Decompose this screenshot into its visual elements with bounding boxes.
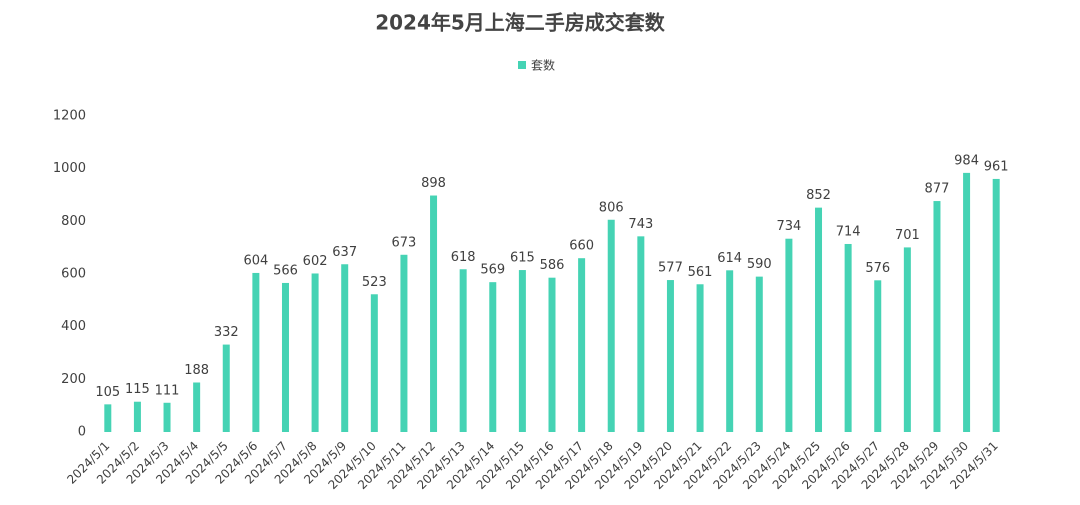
- bar: [726, 270, 734, 432]
- value-label: 673: [392, 235, 417, 250]
- bar: [578, 258, 586, 432]
- value-label: 569: [480, 263, 505, 278]
- value-label: 602: [303, 254, 328, 269]
- y-tick-label: 800: [61, 214, 86, 229]
- bar: [815, 207, 823, 432]
- y-tick-label: 1200: [53, 109, 86, 124]
- bar: [518, 270, 526, 432]
- value-label: 577: [658, 261, 683, 276]
- value-label: 111: [155, 383, 180, 398]
- bar: [252, 272, 260, 432]
- y-tick-label: 0: [78, 425, 86, 440]
- bar: [548, 277, 556, 432]
- value-label: 576: [865, 261, 890, 276]
- value-label: 523: [362, 275, 387, 290]
- bar: [755, 276, 763, 432]
- value-label: 660: [569, 239, 594, 254]
- bar: [459, 269, 467, 432]
- bar: [607, 219, 615, 432]
- bar: [430, 195, 438, 432]
- value-label: 188: [184, 363, 209, 378]
- value-label: 586: [540, 258, 565, 273]
- bar: [637, 236, 645, 432]
- y-tick-label: 600: [61, 267, 86, 282]
- value-label: 898: [421, 176, 446, 191]
- value-label: 714: [836, 224, 861, 239]
- value-label: 105: [95, 385, 120, 400]
- value-label: 743: [628, 217, 653, 232]
- value-label: 618: [451, 250, 476, 265]
- value-label: 852: [806, 188, 831, 203]
- y-tick-label: 200: [61, 372, 86, 387]
- bar: [163, 402, 171, 432]
- value-label: 701: [895, 228, 920, 243]
- value-label: 604: [243, 253, 268, 268]
- bar: [933, 201, 941, 432]
- bar: [903, 247, 911, 432]
- bar: [400, 254, 408, 432]
- bar: [992, 178, 1000, 432]
- y-tick-label: 1000: [53, 161, 86, 176]
- bar: [370, 294, 378, 432]
- value-label: 806: [599, 200, 624, 215]
- legend-label: 套数: [531, 58, 555, 73]
- bar: [489, 282, 497, 432]
- bar: [193, 382, 201, 432]
- value-label: 984: [954, 153, 979, 168]
- value-label: 115: [125, 382, 150, 397]
- value-label: 877: [925, 182, 950, 197]
- bar: [104, 404, 112, 432]
- bar: [311, 273, 319, 432]
- bar: [341, 264, 349, 432]
- bar: [963, 172, 971, 432]
- bar: [844, 243, 852, 432]
- value-label: 566: [273, 263, 298, 278]
- value-label: 561: [688, 265, 713, 280]
- value-label: 615: [510, 251, 535, 266]
- bar: [133, 401, 141, 432]
- bar: [874, 280, 882, 432]
- value-label: 590: [747, 257, 772, 272]
- y-tick-label: 400: [61, 319, 86, 334]
- bar: [281, 282, 289, 432]
- value-label: 332: [214, 325, 239, 340]
- value-label: 961: [984, 159, 1009, 174]
- value-label: 614: [717, 251, 742, 266]
- bar: [785, 238, 793, 432]
- value-label: 637: [332, 245, 357, 260]
- value-label: 734: [776, 219, 801, 234]
- bar: [222, 344, 230, 432]
- chart-title: 2024年5月上海二手房成交套数: [375, 11, 666, 35]
- bar: [666, 280, 674, 432]
- legend-swatch: [518, 61, 526, 69]
- bar: [696, 284, 704, 432]
